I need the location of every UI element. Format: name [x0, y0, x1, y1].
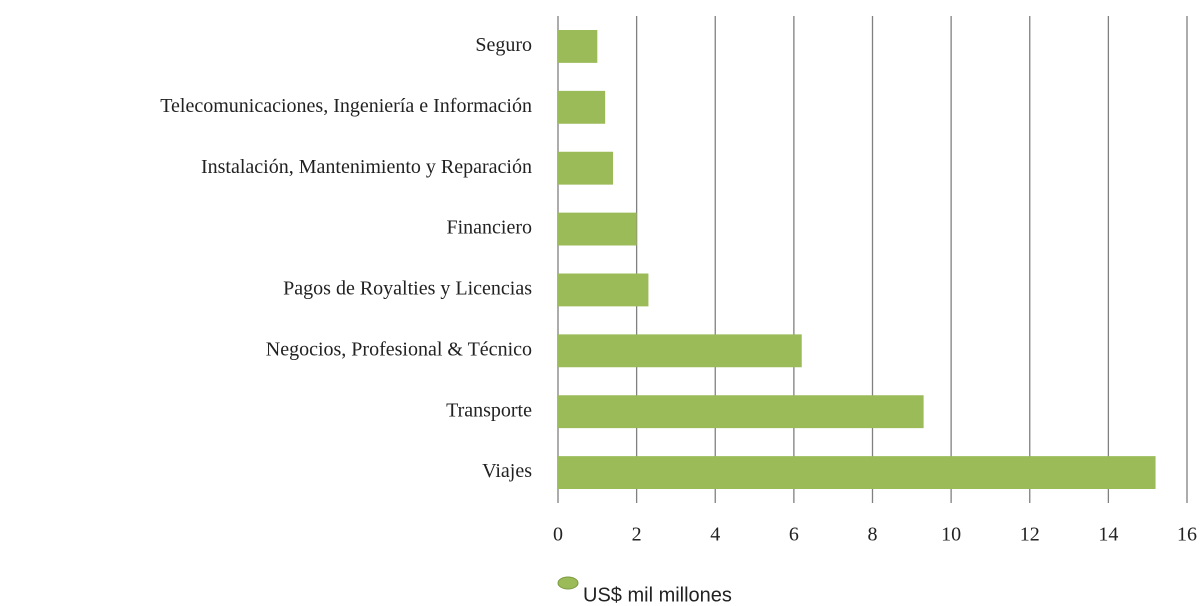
legend-label: US$ mil millones [583, 584, 732, 606]
y-tick-label: Pagos de Royalties y Licencias [283, 278, 532, 300]
y-tick-label: Telecomunicaciones, Ingeniería e Informa… [160, 95, 532, 117]
legend-swatch [557, 576, 579, 590]
y-tick-label: Negocios, Profesional & Técnico [266, 338, 532, 360]
bar [558, 334, 802, 368]
bar [558, 30, 598, 63]
x-tick-label: 6 [789, 524, 799, 546]
bar [558, 212, 637, 246]
bar [558, 395, 924, 429]
y-tick-label: Viajes [482, 460, 532, 482]
x-tick-label: 12 [1020, 524, 1040, 546]
y-tick-label: Seguro [475, 34, 532, 56]
bar [558, 456, 1156, 489]
y-tick-label: Financiero [446, 217, 532, 239]
x-tick-label: 14 [1098, 524, 1118, 546]
y-tick-label: Transporte [446, 399, 532, 421]
y-tick-label: Instalación, Mantenimiento y Reparación [201, 156, 532, 178]
x-tick-label: 4 [710, 524, 720, 546]
x-tick-label: 2 [632, 524, 642, 546]
x-tick-label: 16 [1177, 524, 1197, 546]
x-tick-label: 10 [941, 524, 961, 546]
bar [558, 90, 606, 124]
x-tick-label: 8 [868, 524, 878, 546]
bar [558, 273, 649, 307]
x-tick-label: 0 [553, 524, 563, 546]
bar [558, 151, 614, 185]
